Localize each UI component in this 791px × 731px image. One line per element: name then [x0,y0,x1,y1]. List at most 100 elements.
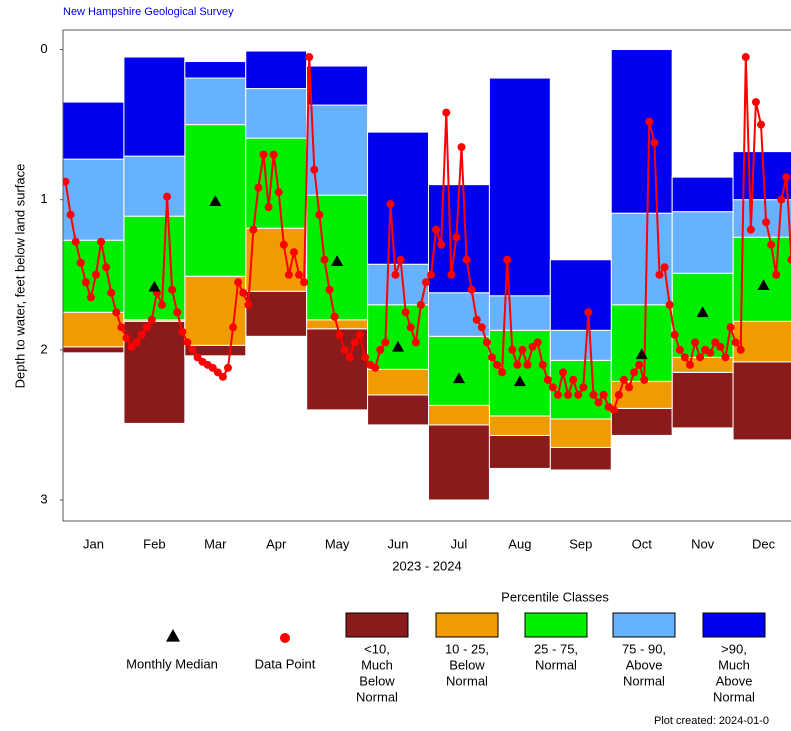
data-point [305,53,314,62]
data-point [330,312,339,321]
footer: Plot created: 2024-01-0 [654,715,769,727]
median-marker [757,279,770,291]
data-point [599,390,608,399]
median-marker [209,195,222,206]
data-point [421,278,430,287]
data-point [188,345,197,354]
data-point [726,323,735,332]
data-point [71,237,80,246]
legend-swatch [702,612,766,638]
data-point [513,360,522,369]
legend-swatch [345,612,409,638]
data-point [259,150,268,159]
data-point [609,405,618,414]
data-point [406,323,415,332]
data-point [584,308,593,317]
data-point [564,390,573,399]
data-point [163,192,172,201]
y-tick-label: 2 [40,341,47,356]
data-point [97,237,106,246]
data-point [396,255,405,264]
data-point [721,353,730,362]
data-point [533,338,542,347]
data-point [91,270,100,279]
legend-point-marker [280,633,290,643]
legend-label: Normal [446,673,488,688]
data-point [345,353,354,362]
y-tick-label: 3 [40,491,47,506]
percentile-band [306,104,369,196]
x-tick-label: May [325,536,350,551]
data-point [614,390,623,399]
percentile-band [428,404,490,426]
data-point [86,293,95,302]
data-point [553,390,562,399]
data-point [736,345,745,354]
percentile-band [732,361,791,441]
legend-label: Much [718,657,750,672]
data-point [183,338,192,347]
percentile-band [610,304,673,382]
data-point [680,353,689,362]
data-point [782,173,791,182]
data-point [767,240,776,249]
data-point [168,285,177,294]
data-point [269,150,278,159]
data-point [81,278,90,287]
legend-label: Data Point [255,656,316,671]
plot-area [63,49,791,501]
data-point [371,363,380,372]
data-point [757,120,766,129]
data-point [340,345,349,354]
x-tick-label: Apr [266,536,287,551]
data-point [254,183,263,192]
data-point [447,270,456,279]
header: New Hampshire Geological Survey [63,6,234,18]
data-point [457,143,466,152]
percentile-band [63,311,125,348]
data-point [467,285,476,294]
data-point [279,240,288,249]
x-tick-label: Jan [83,536,104,551]
percentile-band [610,212,673,306]
data-point [76,258,85,267]
data-point [645,117,654,126]
data-point [157,300,166,309]
percentile-band [367,263,430,306]
legend-label: Normal [535,657,577,672]
data-point [762,218,771,227]
percentile-band [428,335,490,406]
data-point [239,288,248,297]
data-point [706,348,715,357]
percentile-band [488,77,551,297]
data-point [472,315,481,324]
percentile-band [488,434,551,469]
legend-label: Monthly Median [126,656,218,671]
data-point [264,203,273,212]
data-point [650,138,659,147]
data-point [498,368,507,377]
percentile-band [184,77,247,126]
data-point [355,330,364,339]
percentile-band [123,320,186,424]
plot-frame [62,29,791,522]
data-point [411,338,420,347]
median-marker [513,375,526,387]
data-point [548,383,557,392]
data-point [391,270,400,279]
x-tick-label: Jul [451,536,468,551]
x-tick-label: Sep [569,536,592,551]
data-point [670,330,679,339]
percentile-band [549,446,612,471]
legend-label: 25 - 75, [534,641,578,656]
percentile-band [488,295,551,331]
legend-median-marker [166,629,180,642]
data-point [452,233,461,242]
data-point [178,327,187,336]
x-tick-label: Oct [632,536,653,551]
data-point [234,278,243,287]
data-point [675,345,684,354]
median-marker [148,280,161,292]
data-point [462,255,471,264]
data-point [619,375,628,384]
